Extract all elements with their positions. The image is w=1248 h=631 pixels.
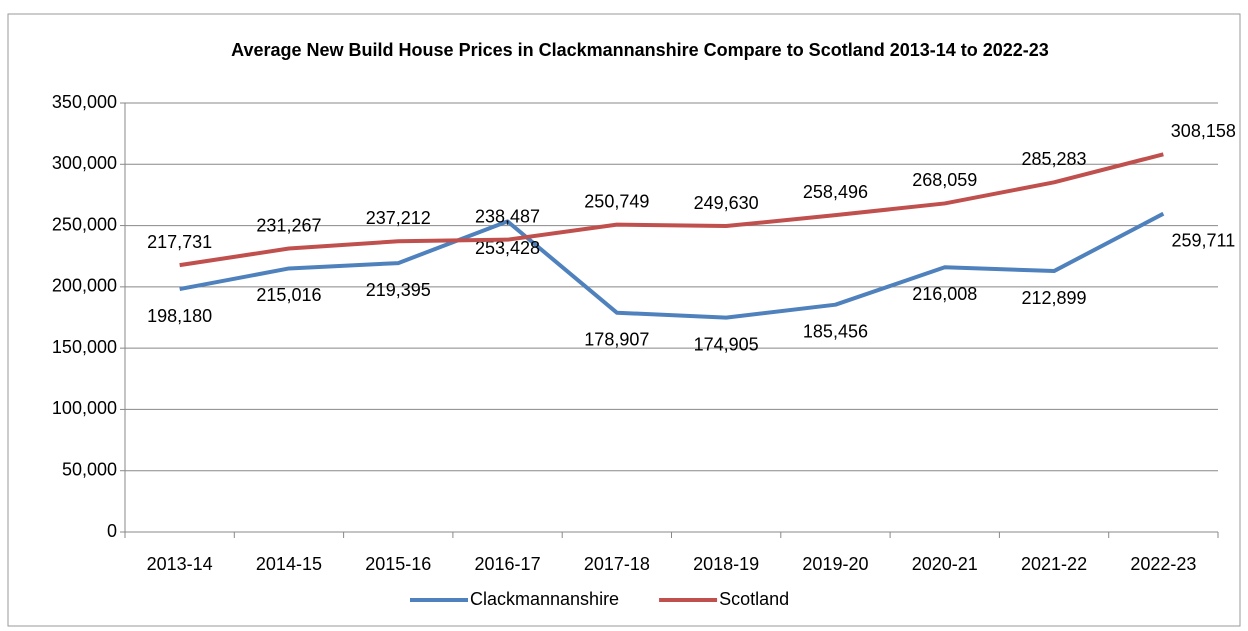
- data-label: 185,456: [803, 321, 868, 341]
- data-label: 258,496: [803, 182, 868, 202]
- y-tick-label: 0: [107, 521, 117, 541]
- data-label: 219,395: [366, 280, 431, 300]
- data-label: 285,283: [1022, 149, 1087, 169]
- x-tick-label: 2017-18: [584, 554, 650, 574]
- data-label: 253,428: [475, 238, 540, 258]
- y-tick-label: 150,000: [52, 337, 117, 357]
- data-label: 308,158: [1171, 121, 1236, 141]
- chart-border: [7, 13, 1241, 627]
- data-label: 174,905: [694, 334, 759, 354]
- data-label: 249,630: [694, 193, 759, 213]
- y-tick-label: 350,000: [52, 92, 117, 112]
- x-tick-label: 2022-23: [1130, 554, 1196, 574]
- data-label: 216,008: [912, 284, 977, 304]
- y-tick-label: 200,000: [52, 276, 117, 296]
- chart-title: Average New Build House Prices in Clackm…: [231, 40, 1049, 60]
- data-label: 250,749: [584, 191, 649, 211]
- x-tick-label: 2021-22: [1021, 554, 1087, 574]
- y-tick-label: 100,000: [52, 398, 117, 418]
- data-label: 198,180: [147, 306, 212, 326]
- x-tick-label: 2019-20: [802, 554, 868, 574]
- data-label: 178,907: [584, 329, 649, 349]
- x-tick-label: 2014-15: [256, 554, 322, 574]
- legend-label: Scotland: [719, 589, 789, 609]
- series-line: [179, 152, 1164, 268]
- x-tick-label: 2013-14: [147, 554, 213, 574]
- y-tick-label: 250,000: [52, 214, 117, 234]
- y-tick-label: 50,000: [62, 459, 117, 479]
- data-label: 231,267: [256, 215, 321, 235]
- data-label: 259,711: [1171, 230, 1235, 250]
- legend-label: Clackmannanshire: [470, 589, 619, 609]
- x-tick-label: 2018-19: [693, 554, 759, 574]
- y-tick-label: 300,000: [52, 153, 117, 173]
- data-label: 238,487: [475, 206, 540, 226]
- x-tick-label: 2015-16: [365, 554, 431, 574]
- data-label: 237,212: [366, 208, 431, 228]
- data-label: 217,731: [147, 232, 212, 252]
- data-label: 212,899: [1022, 288, 1087, 308]
- data-label: 215,016: [256, 285, 321, 305]
- x-tick-label: 2016-17: [475, 554, 541, 574]
- series-line: [179, 211, 1165, 320]
- data-label: 268,059: [912, 170, 977, 190]
- x-tick-label: 2020-21: [912, 554, 978, 574]
